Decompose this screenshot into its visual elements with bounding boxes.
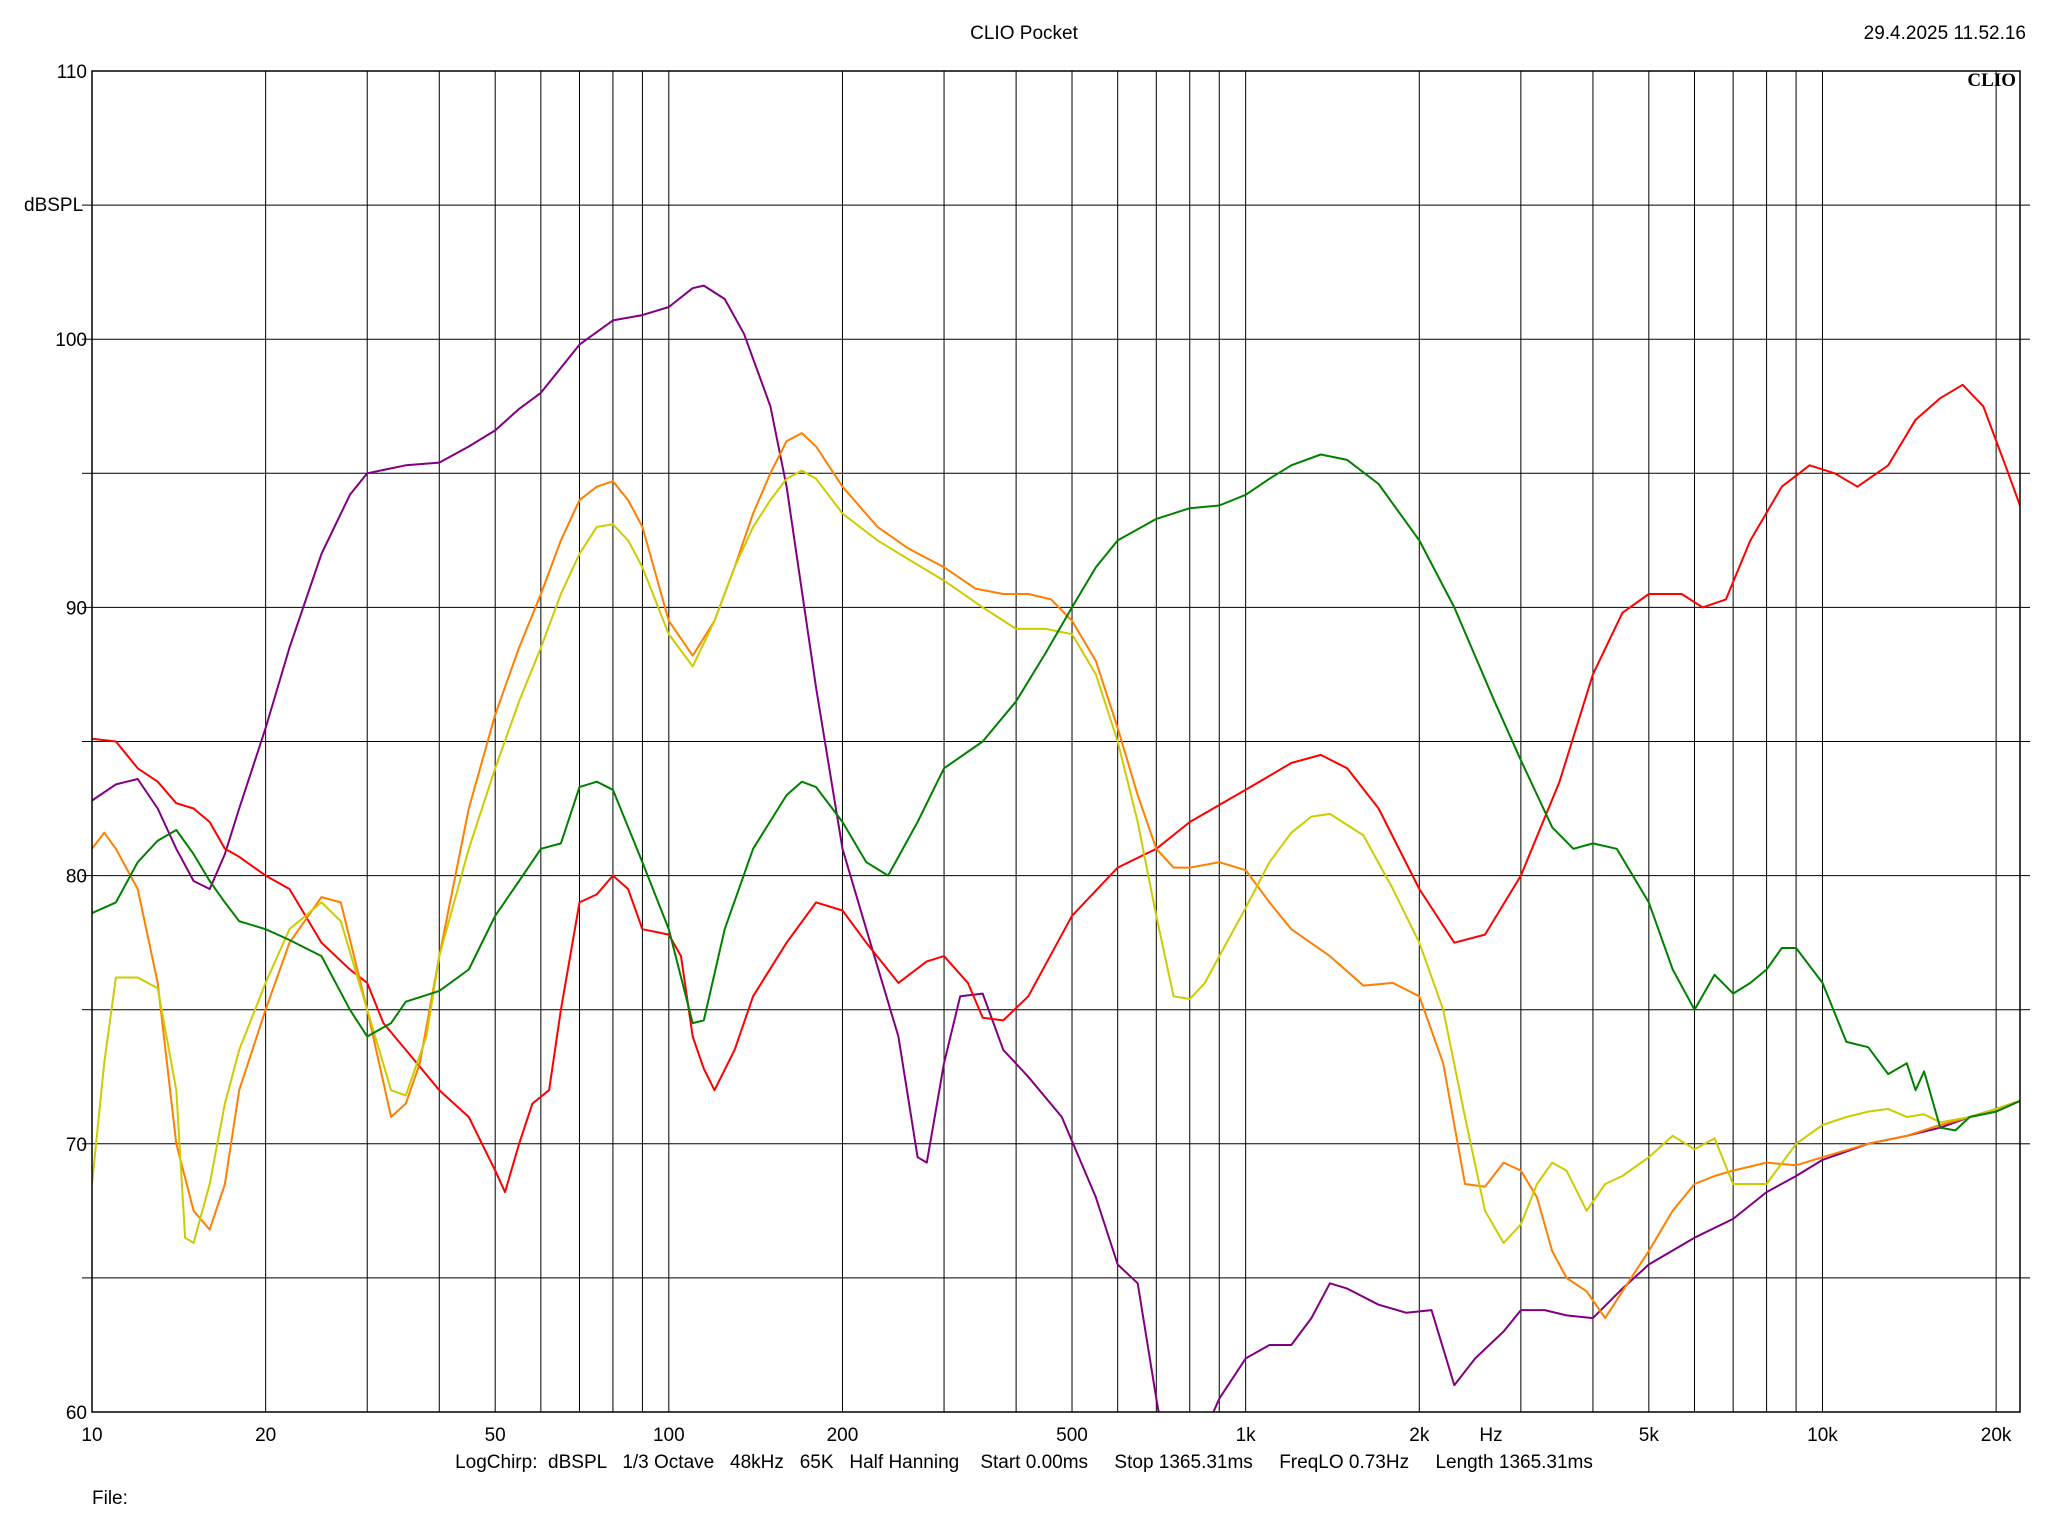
response-curve-3 [92,432,2020,1320]
timestamp: 29.4.2025 11.52.16 [1863,23,2026,44]
x-tick-label: 10k [1807,1425,1838,1446]
response-curve-5 [92,453,2020,1132]
measurement-settings: LogChirp: dBSPL 1/3 Octave 48kHz 65K Hal… [455,1452,1593,1473]
curves [92,284,2020,1412]
clio-logo: CLIO [1967,70,2016,91]
x-tick-label: 200 [827,1425,859,1446]
axis-ticks: 10 20 50 100 200 500 1k 2k 5k 10k 20k 60 70 80 90 100 11… [55,62,2012,1446]
x-tick-label: 2k [1409,1425,1430,1446]
chart-title: CLIO Pocket [970,23,1078,44]
x-axis-label: Hz [1479,1425,1502,1446]
y-tick-label: 90 [66,598,87,619]
plot-frame [91,70,2021,1413]
y-tick-label: 80 [66,867,87,888]
x-tick-label: 500 [1056,1425,1088,1446]
x-tick-label: 10 [81,1425,102,1446]
x-tick-label: 1k [1236,1425,1257,1446]
y-tick-label: 100 [55,330,87,351]
x-tick-label: 5k [1639,1425,1660,1446]
y-axis-label: dBSPL [24,195,83,216]
response-curve-2 [92,383,2020,1194]
x-tick-label: 50 [485,1425,506,1446]
x-tick-label: 100 [653,1425,685,1446]
x-tick-label: 20k [1981,1425,2012,1446]
response-curve-1 [92,284,2020,1412]
y-tick-label: 110 [57,62,87,83]
file-label: File: [92,1488,128,1509]
y-tick-label: 70 [66,1135,87,1156]
x-tick-label: 20 [255,1425,276,1446]
grid [82,71,2030,1412]
y-tick-label: 60 [66,1403,87,1424]
